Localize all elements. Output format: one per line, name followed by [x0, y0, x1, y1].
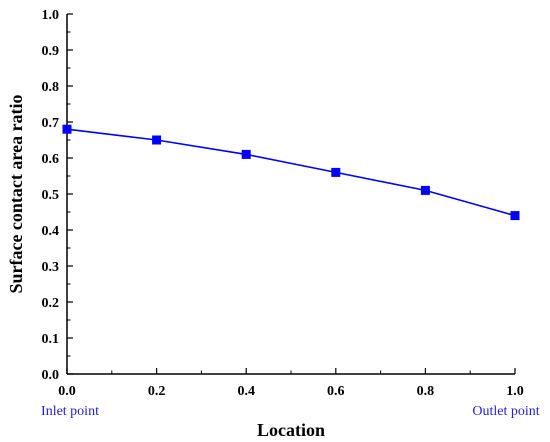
y-tick-label: 0.2 [42, 296, 60, 311]
y-axis-title: Surface contact area ratio [6, 94, 26, 293]
y-tick-label: 0.5 [42, 188, 60, 203]
x-ticks: 0.0 0.2 0.4 0.6 0.8 1.0 [58, 368, 524, 399]
y-ticks: 0.0 0.1 0.2 0.3 0.4 0.5 0.6 0.7 0.8 0.9 1.0 [42, 8, 73, 383]
y-tick-label: 0.0 [42, 368, 60, 383]
y-tick-label: 0.4 [42, 224, 60, 239]
y-tick-label: 0.6 [42, 152, 60, 167]
y-tick-label: 0.9 [42, 44, 60, 59]
x-tick-label: 0.8 [417, 384, 435, 399]
x-tick-label: 0.0 [58, 384, 76, 399]
x-axis-title: Location [257, 420, 325, 440]
data-point-marker [152, 135, 162, 145]
data-point-marker [331, 167, 341, 177]
y-tick-label: 0.1 [42, 332, 60, 347]
axes [66, 14, 515, 375]
outlet-point-annotation: Outlet point [472, 404, 539, 419]
y-tick-label: 0.7 [42, 116, 60, 131]
data-point-marker [420, 185, 430, 195]
data-point-marker [241, 149, 251, 159]
y-tick-label: 0.8 [42, 80, 60, 95]
x-tick-label: 0.2 [148, 384, 166, 399]
inlet-point-annotation: Inlet point [41, 404, 99, 419]
y-tick-label: 1.0 [42, 8, 60, 23]
x-tick-label: 0.4 [237, 384, 255, 399]
series-line [66, 128, 516, 217]
data-point-marker [62, 124, 72, 134]
y-tick-label: 0.3 [42, 260, 60, 275]
data-point-marker [510, 211, 520, 221]
x-tick-label: 0.6 [327, 384, 345, 399]
series [62, 124, 520, 221]
x-tick-label: 1.0 [506, 384, 524, 399]
